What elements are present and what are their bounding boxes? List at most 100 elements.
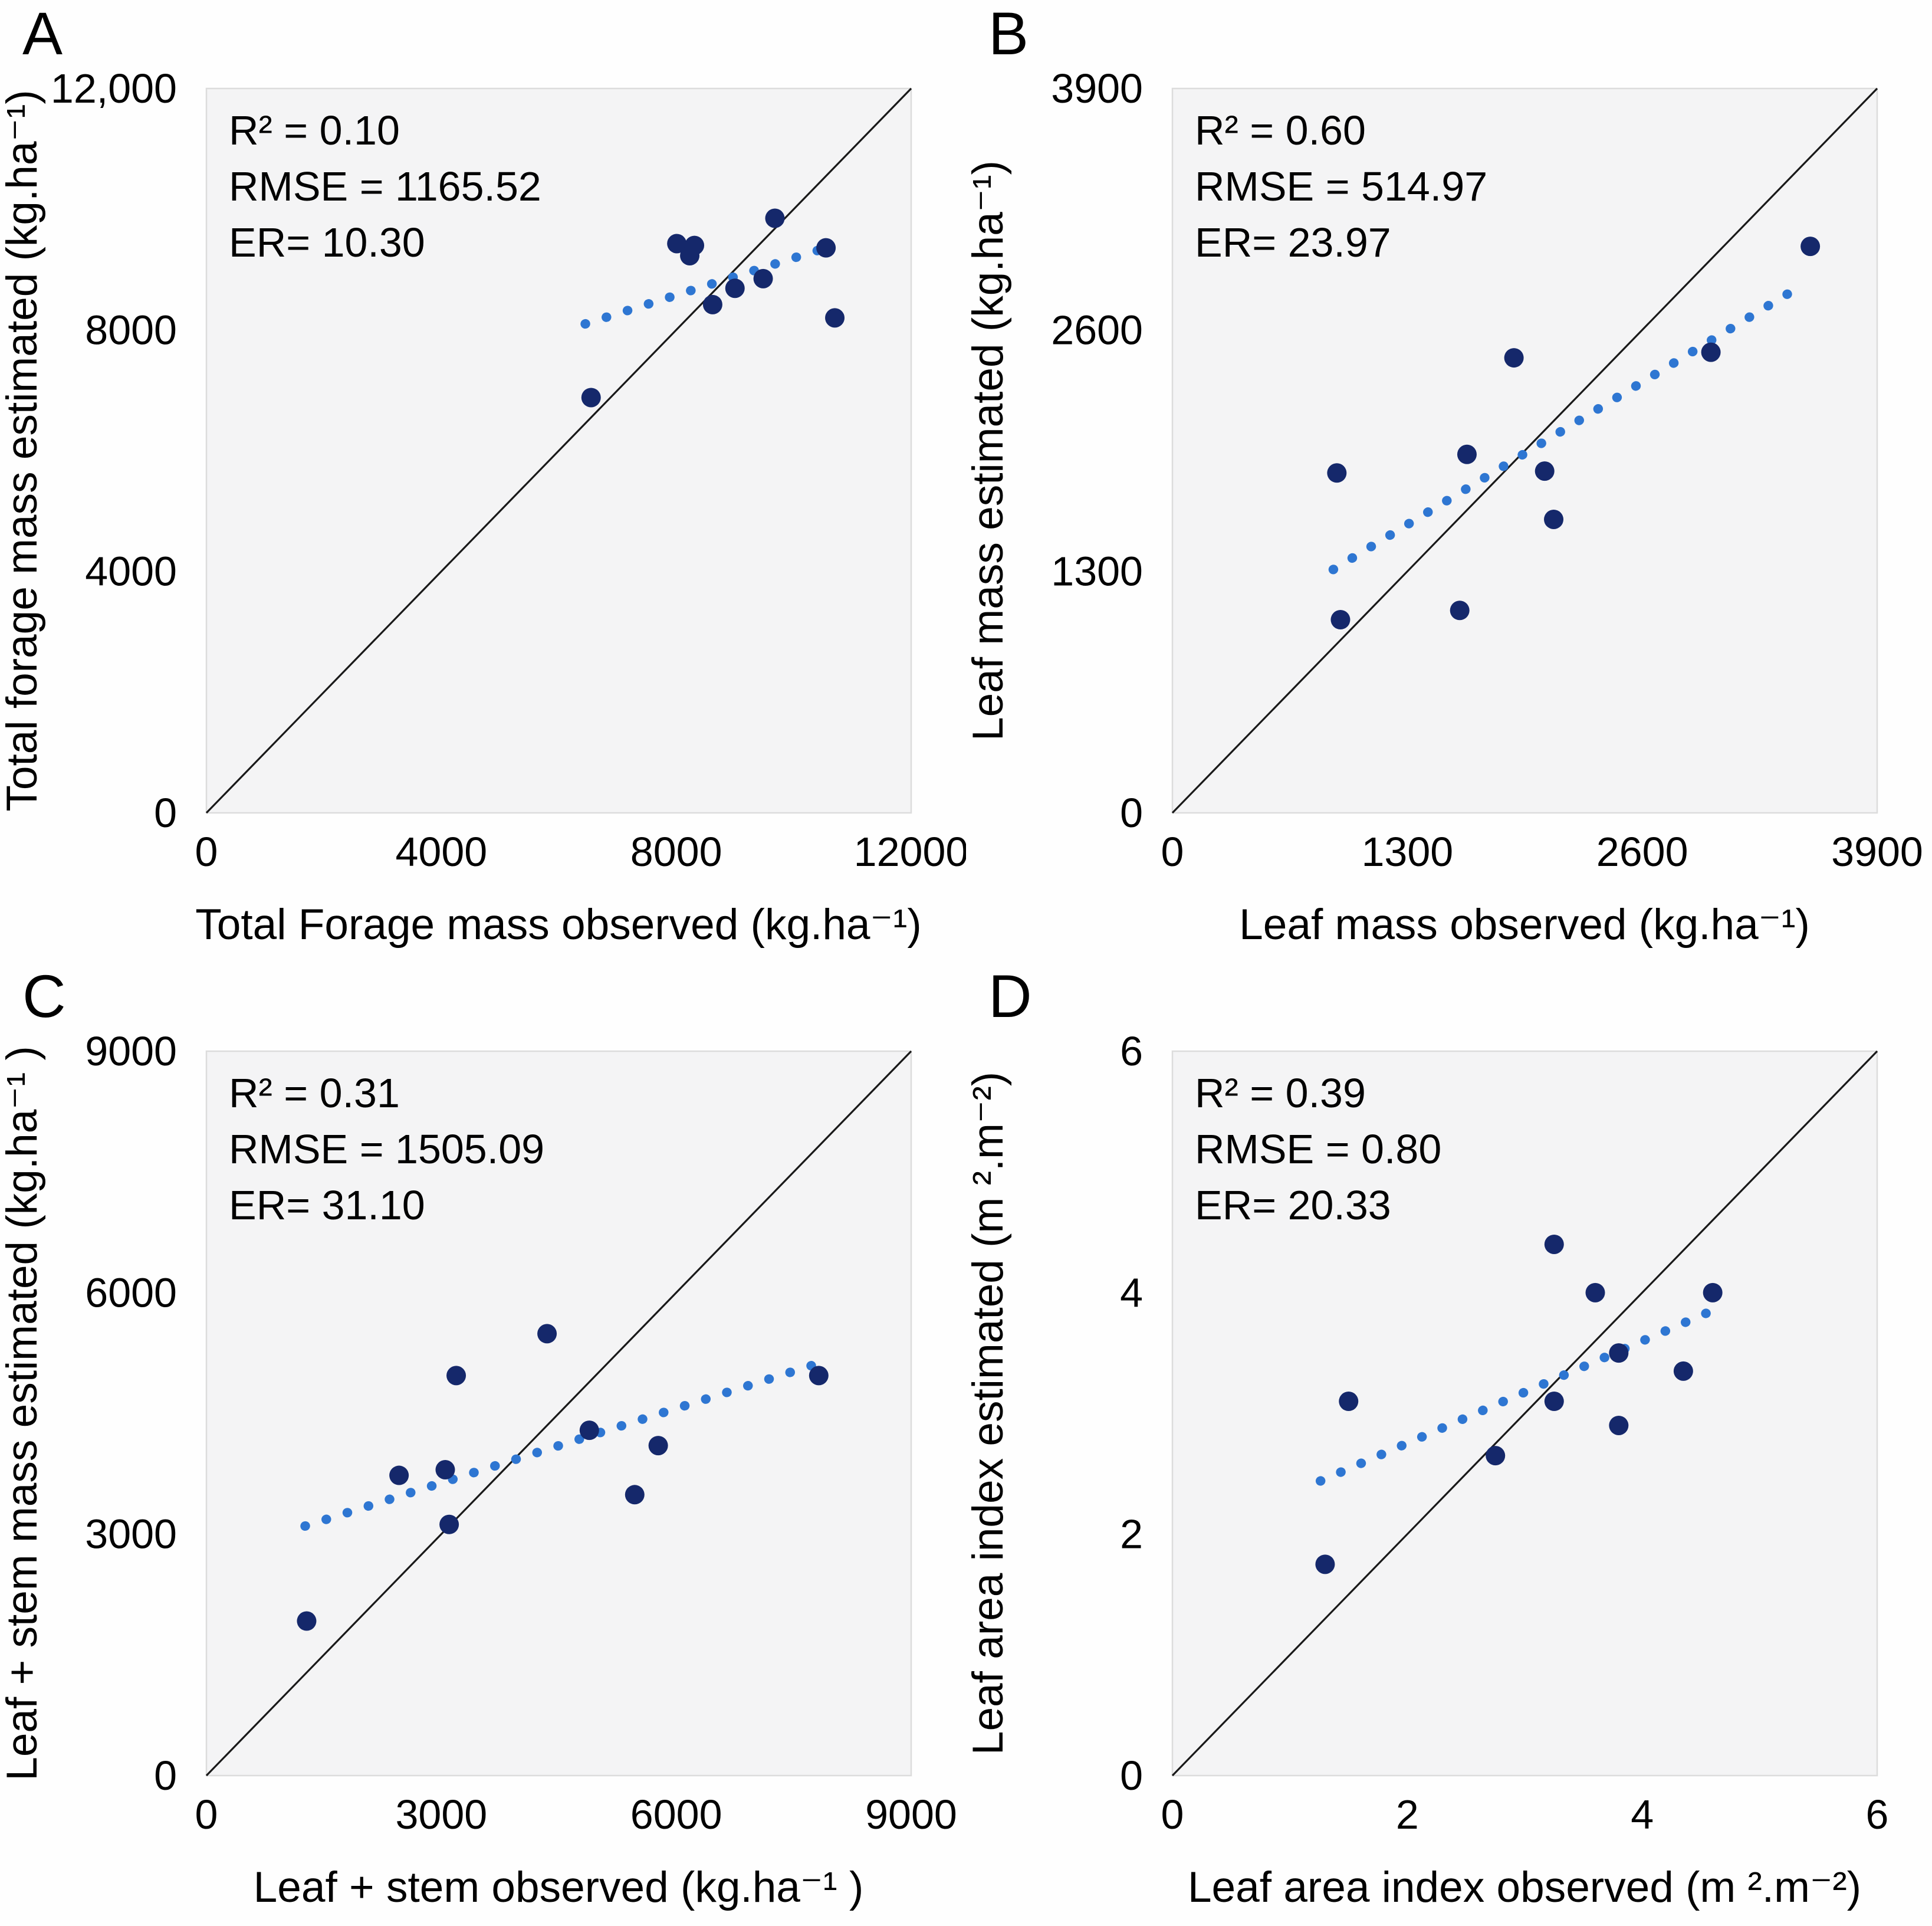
- stat-rmse: RMSE = 0.80: [1195, 1126, 1441, 1172]
- data-point: [725, 278, 745, 298]
- data-point: [1544, 1234, 1564, 1254]
- stat-rmse: RMSE = 1165.52: [229, 163, 541, 209]
- panel-B-chart: 0 1300 2600 3900 0 1300 2600 3900 Leaf mass obse…: [966, 0, 1923, 949]
- data-point: [579, 1420, 599, 1441]
- identity-line: [1171, 1050, 1878, 1777]
- x-tick-label: 0: [195, 829, 218, 875]
- x-tick-label: 8000: [630, 829, 722, 875]
- data-point: [1450, 601, 1470, 621]
- y-tick-label: 4000: [85, 549, 177, 595]
- data-point: [1457, 444, 1477, 464]
- y-tick-label: 9000: [85, 1028, 177, 1074]
- data-point: [825, 308, 845, 328]
- data-point: [809, 1366, 829, 1386]
- data-point: [1330, 610, 1351, 630]
- panel-B: 0 1300 2600 3900 0 1300 2600 3900 Leaf mass obse…: [966, 0, 1932, 963]
- x-tick-label: 0: [1161, 829, 1184, 875]
- panel-letter: D: [988, 963, 1032, 1030]
- y-tick-label: 2: [1120, 1511, 1143, 1557]
- stat-r2: R² = 0.60: [1195, 107, 1366, 153]
- stat-er: ER= 23.97: [1195, 219, 1391, 265]
- data-point: [537, 1324, 557, 1344]
- y-tick-label: 0: [1120, 1753, 1143, 1799]
- x-tick-label: 12000: [854, 829, 966, 875]
- stat-rmse: RMSE = 514.97: [1195, 163, 1487, 209]
- stat-er: ER= 20.33: [1195, 1182, 1391, 1228]
- data-point: [753, 268, 773, 288]
- panel-letter: C: [22, 963, 66, 1030]
- x-axis-label: Leaf mass observed (kg.ha⁻¹): [1239, 901, 1810, 949]
- data-point: [1486, 1446, 1506, 1466]
- data-point: [667, 234, 687, 254]
- x-tick-label: 1300: [1361, 829, 1453, 875]
- data-point: [435, 1460, 455, 1480]
- x-tick-label: 3900: [1831, 829, 1923, 875]
- stat-r2: R² = 0.31: [229, 1070, 400, 1116]
- data-point: [1544, 1392, 1564, 1412]
- y-tick-label: 2600: [1051, 307, 1143, 353]
- data-point: [439, 1514, 459, 1534]
- stat-r2: R² = 0.39: [1195, 1070, 1366, 1116]
- panel-A: 0 4000 8000 12000 0 4000 8000 12,000 Total Forag…: [0, 0, 966, 963]
- trend-line: [300, 1359, 821, 1531]
- x-tick-label: 9000: [865, 1792, 957, 1838]
- data-point: [765, 208, 785, 228]
- stat-er: ER= 10.30: [229, 219, 425, 265]
- y-axis-label: Leaf + stem mass estimated (kg.ha⁻¹ ): [0, 1046, 46, 1781]
- data-point: [1800, 237, 1821, 257]
- y-tick-label: 1300: [1051, 549, 1143, 595]
- panel-letter: A: [22, 0, 63, 67]
- y-axis-label: Leaf area index estimated (m ².m⁻²): [966, 1072, 1012, 1755]
- trend-line: [1328, 278, 1810, 575]
- x-tick-label: 2600: [1596, 829, 1688, 875]
- stat-er: ER= 31.10: [229, 1182, 425, 1228]
- y-axis-label: Total forage mass estimated (kg.ha⁻¹): [0, 90, 46, 811]
- data-point: [1504, 348, 1524, 368]
- panel-letter: B: [988, 0, 1029, 67]
- data-point: [446, 1366, 466, 1386]
- data-point: [1609, 1343, 1629, 1363]
- x-axis-label: Total Forage mass observed (kg.ha⁻¹): [195, 901, 921, 949]
- stat-r2: R² = 0.10: [229, 107, 400, 153]
- x-tick-label: 0: [1161, 1792, 1184, 1838]
- x-tick-label: 4: [1631, 1792, 1654, 1838]
- x-axis-label: Leaf area index observed (m ².m⁻²): [1188, 1863, 1861, 1911]
- data-point: [1701, 342, 1721, 362]
- x-tick-label: 4000: [395, 829, 487, 875]
- data-point: [1585, 1282, 1605, 1302]
- y-axis-label: Leaf mass estimated (kg.ha⁻¹): [966, 160, 1012, 741]
- y-tick-label: 0: [1120, 790, 1143, 836]
- data-point: [625, 1485, 645, 1505]
- x-tick-label: 6: [1866, 1792, 1889, 1838]
- data-point: [1535, 461, 1555, 481]
- data-point: [1327, 463, 1347, 483]
- x-tick-label: 2: [1396, 1792, 1419, 1838]
- panel-A-chart: 0 4000 8000 12000 0 4000 8000 12,000 Total Forag…: [0, 0, 966, 949]
- data-point: [702, 294, 722, 314]
- y-tick-label: 3900: [1051, 65, 1143, 111]
- y-tick-label: 6000: [85, 1269, 177, 1315]
- trend-line: [1315, 1307, 1714, 1486]
- y-tick-label: 6: [1120, 1028, 1143, 1074]
- x-tick-label: 0: [195, 1792, 218, 1838]
- y-tick-label: 8000: [85, 307, 177, 353]
- identity-line: [205, 1050, 912, 1777]
- data-point: [1609, 1415, 1629, 1435]
- data-point: [297, 1611, 317, 1631]
- data-point: [1673, 1361, 1693, 1381]
- data-point: [648, 1436, 668, 1456]
- data-point: [816, 238, 836, 258]
- panel-D: 0 2 4 6 0 2 4 6 Leaf area index observed (m ².m⁻…: [966, 963, 1932, 1926]
- stat-rmse: RMSE = 1505.09: [229, 1126, 544, 1172]
- data-point: [581, 388, 601, 408]
- data-point: [1703, 1282, 1723, 1302]
- y-tick-label: 0: [154, 790, 177, 836]
- data-point: [1315, 1554, 1335, 1574]
- y-tick-label: 0: [154, 1753, 177, 1799]
- y-tick-label: 3000: [85, 1511, 177, 1557]
- identity-line: [205, 87, 912, 814]
- data-point: [1339, 1392, 1359, 1412]
